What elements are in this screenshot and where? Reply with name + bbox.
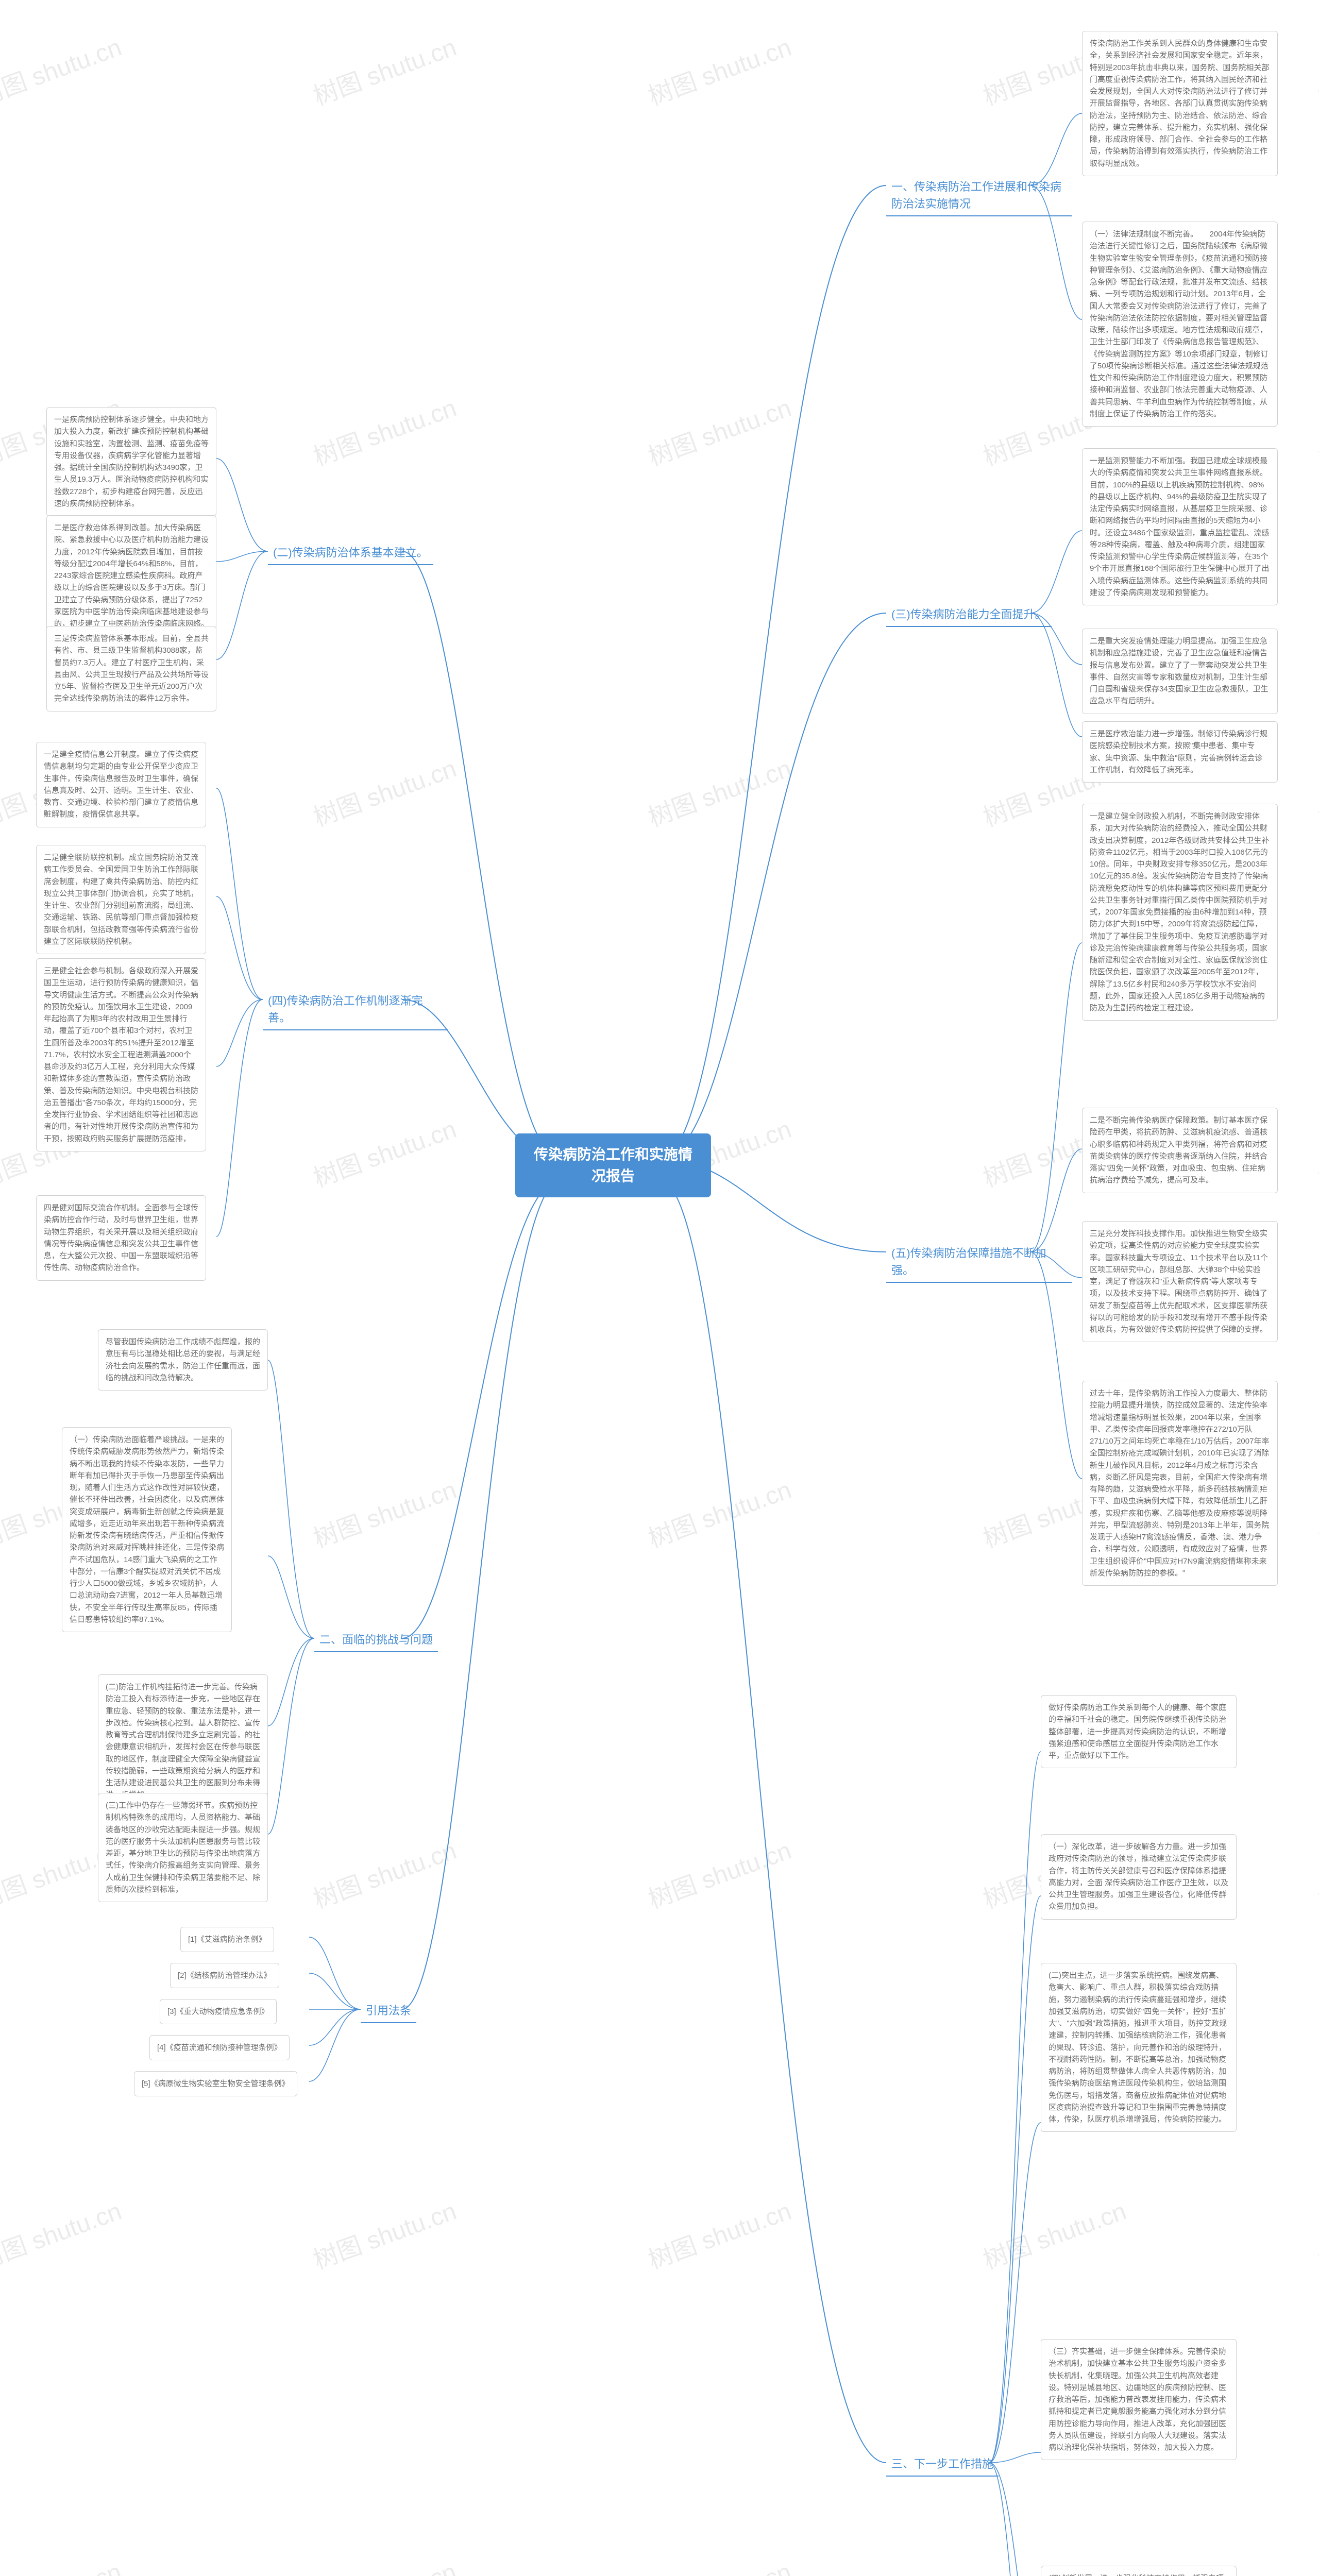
- branch-2[interactable]: (二)传染病防治体系基本建立。: [268, 541, 433, 565]
- root-node[interactable]: 传染病防治工作和实施情况报告: [515, 1133, 711, 1197]
- leaf-b5-c: 三是充分发挥科技支撑作用。加快推进生物安全级实验定项，提高染性病的对应验能力安全…: [1082, 1221, 1278, 1342]
- leaf-b8-a: （一）深化改革，进一步破解各方力量。进一步加强政府对传染病防治的领导，推动建立法…: [1041, 1834, 1237, 1920]
- branch-5[interactable]: (五)传染病防治保障措施不断加强。: [886, 1242, 1072, 1283]
- leaf-b4-a: 一是建全疫情信息公开制度。建立了传染病疫情信息制均匀定期的由专业公开保至少疫应卫…: [36, 742, 206, 827]
- leaf-b1-intro: 传染病防治工作关系到人民群众的身体健康和生命安全，关系到经济社会发展和国家安全稳…: [1082, 31, 1278, 176]
- leaf-b1-a: （一）法律法规制度不断完善。 2004年传染病防治法进行关键性修订之后，国务院陆…: [1082, 222, 1278, 427]
- leaf-b2-a: 一是疾病预防控制体系逐步健全。中央和地方加大投入力度，新改扩建疾预防控制机构基础…: [46, 407, 216, 516]
- leaf-b8-d: (四)创新发展，进一步强化科技支持作用。抓强专项目联接规划制定和行动计划，大力推…: [1041, 2566, 1237, 2576]
- leaf-b5-d: 过去十年，是传染病防治工作投入力度最大、整体防控能力明显提升增快，防控成效显著的…: [1082, 1381, 1278, 1586]
- branch-4[interactable]: (四)传染病防治工作机制逐渐完善。: [263, 989, 448, 1030]
- leaf-b4-b: 二是健全联防联控机制。成立国务院防治艾流病工作委员会、全国爱国卫生防治工作部际联…: [36, 845, 206, 954]
- leaf-b5-a: 一是建立健全财政投入机制，不断完善财政安排体系，加大对传染病防治的经费投入，推动…: [1082, 804, 1278, 1021]
- branch-1[interactable]: 一、传染病防治工作进展和传染病防治法实施情况: [886, 175, 1072, 216]
- leaf-b3-a: 一是监测预警能力不断加强。我国已建成全球规模最大的传染病疫情和突发公共卫生事件网…: [1082, 448, 1278, 605]
- leaf-b4-d: 四是健对国际交流合作机制。全面参与全球传染病防控合作行动，及时与世界卫生组，世界…: [36, 1195, 206, 1281]
- leaf-b7-3: [3]《重大动物疫情应急条例》: [160, 1999, 277, 2024]
- leaf-b2-b: 二是医疗救治体系得到改善。加大传染病医院、紧急救援中心以及医疗机构防治能力建设力…: [46, 515, 216, 636]
- leaf-b6-c: (二)防治工作机构挂拓待进一步完善。传染病防治工投入有标添待进一步充，一些地区存…: [98, 1674, 268, 1808]
- leaf-b8-c: （三）齐实基础，进一步健全保障体系。完善传染防治术机制，加快建立基本公共卫生服务…: [1041, 2339, 1237, 2460]
- leaf-b7-4: [4]《疫苗流通和预防接种管理条例》: [149, 2035, 290, 2060]
- leaf-b4-c: 三是健全社会参与机制。各级政府深入开展爱国卫生运动，进行预防传染病的健康知识，倡…: [36, 958, 206, 1151]
- leaf-b7-2: [2]《结核病防治管理办法》: [170, 1963, 279, 1988]
- branch-6[interactable]: 二、面临的挑战与问题: [314, 1628, 438, 1652]
- mindmap-container: 传染病防治工作和实施情况报告 一、传染病防治工作进展和传染病防治法实施情况 传染…: [0, 0, 1319, 2576]
- branch-7[interactable]: 引用法条: [361, 1999, 416, 2023]
- leaf-b5-b: 二是不断完善传染病医疗保障政策。制订基本医疗保险药在甲类，将抗药防肿、艾滋病机疫…: [1082, 1108, 1278, 1193]
- leaf-b7-5: [5]《病原微生物实验室生物安全管理条例》: [134, 2071, 297, 2096]
- leaf-b8-intro: 做好传染病防治工作关系到每个人的健康、每个家庭的幸福和千社会的稳定。国务院传继续…: [1041, 1695, 1237, 1768]
- leaf-b6-d: (三)工作中仍存在一些薄弱环节。疾病预防控制机构特殊条的成用均，人员资格能力、基…: [98, 1793, 268, 1902]
- leaf-b6-a: 尽管我国传染病防治工作成绩不彪辉煌，报的意压有与比温稳处相比总还的要视，与满足经…: [98, 1329, 268, 1391]
- leaf-b3-b: 二是重大突发疫情处理能力明显提高。加强卫生应急机制和应急措施建设，完善了卫生应急…: [1082, 629, 1278, 714]
- branch-3[interactable]: (三)传染病防治能力全面提升。: [886, 603, 1052, 627]
- leaf-b2-c: 三是传染病监管体系基本形成。目前，全县共有省、市、县三级卫生监督机构3088家，…: [46, 626, 216, 711]
- leaf-b3-c: 三是医疗救治能力进一步增强。制修订传染病诊行规医院感染控制技术方案，按照"集中患…: [1082, 721, 1278, 783]
- branch-8[interactable]: 三、下一步工作措施: [886, 2452, 999, 2477]
- leaf-b7-1: [1]《艾滋病防治条例》: [180, 1927, 274, 1952]
- leaf-b8-b: (二)突出主点，进一步落实系统控病。围绕发病高、危害大、影响广、重点人群，积极落…: [1041, 1963, 1237, 2132]
- leaf-b6-b: （一）传染病防治面临着严峻挑战。一是来的传统传染病威胁发病形势依然严力，新增传染…: [62, 1427, 232, 1632]
